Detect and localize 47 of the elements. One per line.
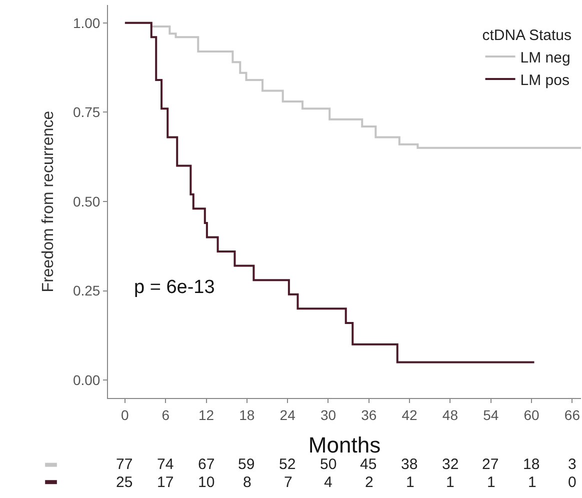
y-tick-label: 1.00: [72, 14, 100, 31]
x-axis-title: Months: [308, 432, 381, 458]
text: 32: [442, 456, 459, 473]
x-tick-label: 18: [239, 406, 255, 423]
text: 3: [568, 456, 576, 473]
text: 27: [482, 456, 499, 473]
x-tick-label: 0: [121, 406, 130, 423]
y-tick-label: 0.50: [72, 193, 100, 210]
text: 45: [360, 456, 377, 473]
y-tick-label: 0.75: [72, 104, 100, 120]
x-tick-label: 24: [280, 406, 296, 423]
text: 18: [523, 456, 540, 473]
x-tick-label: 54: [483, 406, 499, 423]
legend-label: LM neg: [520, 49, 570, 66]
x-tick-label: 60: [524, 406, 540, 423]
y-tick-label: 0.25: [72, 282, 100, 299]
x-tick-label: 48: [442, 406, 458, 423]
text: 52: [279, 456, 296, 473]
text: 25: [116, 474, 133, 491]
text: 17: [157, 474, 174, 491]
x-tick-label: 66: [564, 406, 580, 423]
text: 67: [198, 456, 215, 473]
y-axis-title: Freedom from recurrence: [40, 110, 57, 292]
text: 7: [284, 474, 292, 491]
text: 2: [365, 474, 374, 491]
annotation: p = 6e-13: [134, 277, 215, 298]
text: 59: [238, 456, 255, 473]
y-tick-label: 0.00: [72, 372, 100, 388]
text: 1: [487, 474, 496, 491]
x-tick-label: 30: [320, 406, 336, 423]
text: 10: [198, 474, 215, 491]
legend-label: LM pos: [520, 72, 570, 89]
x-tick-label: 6: [162, 406, 170, 423]
text: 8: [243, 474, 252, 491]
text: 50: [320, 456, 337, 473]
text: 38: [401, 456, 418, 473]
text: 4: [324, 474, 332, 491]
legend-title: ctDNA Status: [482, 27, 572, 44]
text: 77: [116, 456, 133, 473]
text: 74: [157, 456, 174, 473]
x-tick-label: 42: [402, 406, 418, 423]
x-tick-label: 12: [198, 406, 214, 423]
text: 1: [528, 474, 536, 491]
text: 0: [568, 474, 576, 491]
text: 1: [406, 474, 414, 491]
text: 1: [446, 474, 454, 491]
x-tick-label: 36: [361, 406, 377, 423]
